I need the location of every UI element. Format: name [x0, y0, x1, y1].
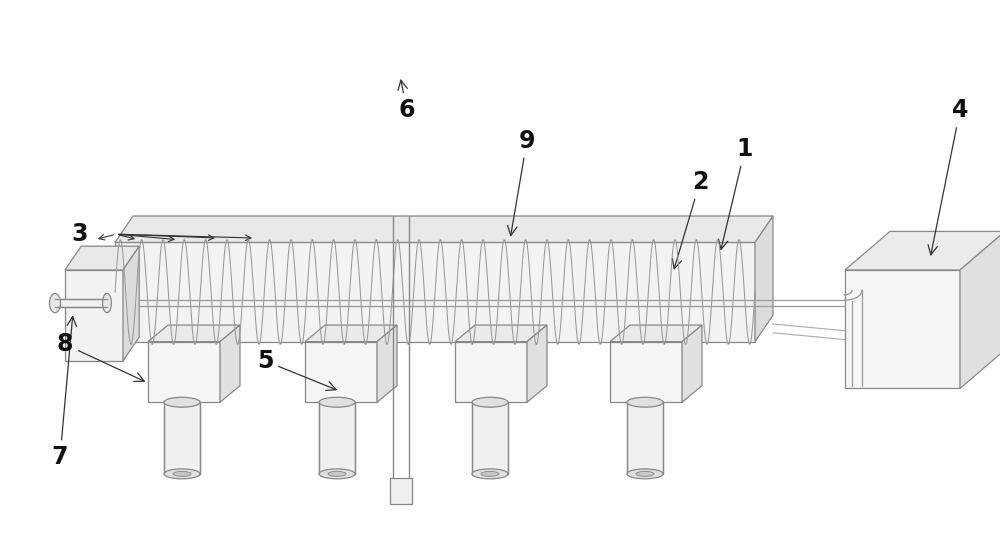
Text: 8: 8 [57, 332, 144, 381]
Polygon shape [682, 325, 702, 402]
Polygon shape [115, 242, 755, 342]
Polygon shape [220, 325, 240, 402]
Ellipse shape [173, 472, 191, 476]
Ellipse shape [164, 397, 200, 407]
Polygon shape [164, 402, 200, 474]
Ellipse shape [319, 469, 355, 479]
Polygon shape [65, 270, 123, 361]
Ellipse shape [164, 469, 200, 479]
Polygon shape [472, 402, 508, 474]
Polygon shape [960, 231, 1000, 388]
Ellipse shape [50, 293, 60, 313]
Ellipse shape [472, 469, 508, 479]
Ellipse shape [627, 397, 663, 407]
Text: 1: 1 [719, 137, 753, 250]
Polygon shape [123, 246, 139, 361]
Polygon shape [845, 270, 960, 388]
Polygon shape [65, 246, 139, 270]
Polygon shape [148, 342, 220, 402]
Polygon shape [319, 402, 355, 474]
Ellipse shape [328, 472, 346, 476]
Ellipse shape [319, 397, 355, 407]
Polygon shape [455, 342, 527, 402]
Polygon shape [305, 325, 397, 342]
Ellipse shape [472, 397, 508, 407]
Polygon shape [755, 216, 773, 342]
Polygon shape [455, 325, 547, 342]
Polygon shape [610, 325, 702, 342]
Polygon shape [610, 342, 682, 402]
Polygon shape [148, 325, 240, 342]
Text: 2: 2 [672, 170, 708, 269]
Polygon shape [115, 216, 773, 242]
Polygon shape [55, 299, 107, 307]
Ellipse shape [636, 472, 654, 476]
Polygon shape [377, 325, 397, 402]
Text: 5: 5 [257, 349, 336, 391]
Text: 9: 9 [508, 128, 535, 236]
Polygon shape [305, 342, 377, 402]
Polygon shape [845, 231, 1000, 270]
Text: 6: 6 [398, 80, 415, 122]
Text: 4: 4 [928, 98, 968, 255]
Polygon shape [627, 402, 663, 474]
Polygon shape [527, 325, 547, 402]
Text: 3: 3 [72, 222, 88, 246]
Text: 7: 7 [52, 317, 76, 469]
Ellipse shape [481, 472, 499, 476]
Ellipse shape [627, 469, 663, 479]
Polygon shape [390, 478, 412, 504]
Ellipse shape [103, 293, 111, 313]
